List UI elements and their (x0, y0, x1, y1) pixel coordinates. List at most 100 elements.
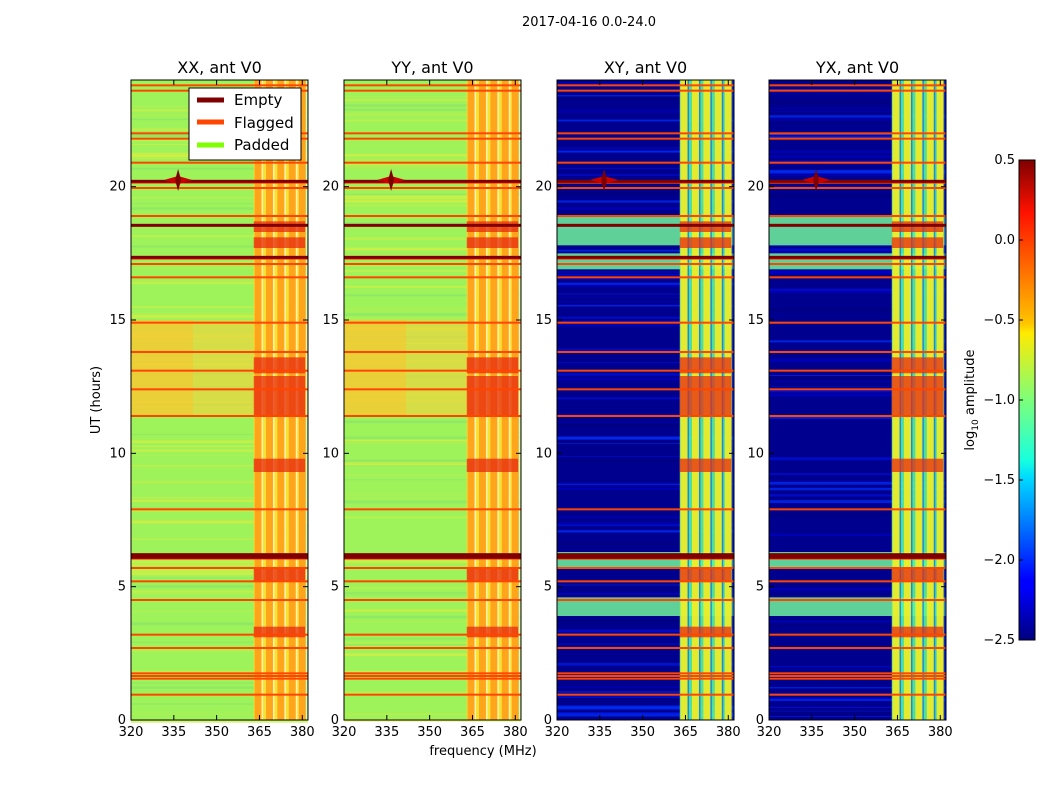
texture-band (769, 666, 946, 667)
texture-band (557, 273, 734, 276)
texture-band (131, 585, 308, 588)
y-tick-label: 15 (747, 313, 764, 328)
y-tick-label: 5 (756, 580, 764, 595)
flagged-row (769, 263, 946, 265)
panel-frame (343, 79, 522, 721)
flagged-row (557, 321, 734, 324)
empty-row (344, 553, 521, 557)
rfi-channel-gap (731, 80, 734, 720)
texture-band (557, 441, 734, 442)
y-tick-label: 20 (747, 180, 764, 195)
texture-band (769, 667, 946, 669)
x-tick-label: 335 (799, 725, 824, 740)
y-tick-label: 5 (544, 580, 552, 595)
texture-band (769, 487, 946, 491)
texture-band (557, 297, 734, 298)
rfi-hot-block (253, 357, 306, 374)
texture-band (344, 189, 521, 191)
flagged-row (344, 693, 521, 696)
y-tick-label: 20 (322, 180, 339, 195)
flagged-row (557, 599, 734, 601)
texture-band (769, 290, 946, 293)
texture-band (557, 524, 734, 527)
flagged-row (769, 321, 946, 324)
flagged-row (344, 276, 521, 279)
flagged-row (769, 567, 946, 569)
flagged-row (769, 215, 946, 217)
texture-band (769, 386, 946, 387)
flagged-row (131, 415, 308, 417)
texture-band (557, 304, 734, 307)
empty-row (131, 223, 308, 227)
texture-band (131, 440, 308, 444)
empty-row (131, 555, 308, 559)
texture-band (131, 449, 308, 452)
texture-band (769, 251, 946, 253)
rfi-hot-block (891, 237, 944, 248)
texture-band (769, 481, 946, 482)
x-axis-label: frequency (MHz) (429, 744, 536, 759)
colorbar-tick-label: −1.0 (983, 393, 1015, 408)
texture-band (131, 312, 308, 316)
texture-band (344, 95, 521, 98)
flagged-row (769, 276, 946, 279)
x-tick-label: 320 (545, 725, 570, 740)
texture-band (131, 650, 308, 652)
texture-band (344, 247, 521, 251)
rfi-hot-block (466, 357, 519, 374)
texture-band (344, 205, 521, 206)
texture-band (131, 499, 308, 502)
panel-2: YY, ant V0 320 335 350 365 380 0 5 10 15 20 (322, 58, 527, 740)
rfi-hot-block (679, 568, 732, 582)
texture-band (131, 696, 308, 698)
flagged-row (769, 647, 946, 649)
empty-row (344, 555, 521, 559)
flagged-row (769, 677, 946, 680)
texture-band (131, 465, 308, 468)
flagged-row (131, 321, 308, 324)
rfi-hot-block (466, 568, 519, 582)
texture-band (344, 237, 521, 240)
texture-band (557, 487, 734, 490)
texture-band (131, 622, 308, 626)
texture-band (769, 118, 946, 119)
empty-row (557, 179, 734, 183)
colorbar-ticks: 0.5 0.0 −0.5 −1.0 −1.5 −2.0 −2.5 (983, 153, 1023, 648)
y-tick-label: 20 (109, 180, 126, 195)
texture-band (131, 559, 308, 562)
panel-4: YX, ant V0 320 335 350 365 380 0 5 10 15 20 (747, 58, 952, 740)
x-tick-label: 350 (204, 725, 229, 740)
texture-band (557, 706, 734, 710)
texture-band (769, 500, 946, 504)
texture-band (131, 561, 308, 564)
texture-band (769, 110, 946, 112)
texture-band (344, 587, 521, 589)
texture-band (557, 712, 734, 716)
texture-band (344, 500, 521, 504)
flagged-row (344, 580, 521, 583)
texture-band (557, 663, 734, 665)
texture-band (131, 507, 308, 509)
legend-label-flagged: Flagged (234, 114, 294, 132)
texture-band (557, 443, 734, 444)
texture-band (769, 481, 946, 485)
texture-band (344, 474, 521, 477)
flagged-row (769, 672, 946, 675)
rfi-hot-block (891, 376, 944, 416)
texture-band (557, 421, 734, 423)
texture-band (769, 393, 946, 397)
flagged-row (769, 580, 946, 583)
texture-band (131, 315, 308, 318)
flagged-row (131, 675, 308, 677)
flagged-row (769, 84, 946, 87)
y-tick-label: 5 (118, 580, 126, 595)
texture-band (131, 465, 308, 467)
empty-row (131, 179, 308, 183)
texture-band (131, 207, 308, 210)
texture-band (557, 698, 734, 701)
texture-band (769, 288, 946, 291)
texture-band (769, 358, 946, 362)
colorbar-tick-label: −2.5 (983, 633, 1015, 648)
texture-band (557, 95, 734, 97)
texture-band (131, 577, 308, 579)
